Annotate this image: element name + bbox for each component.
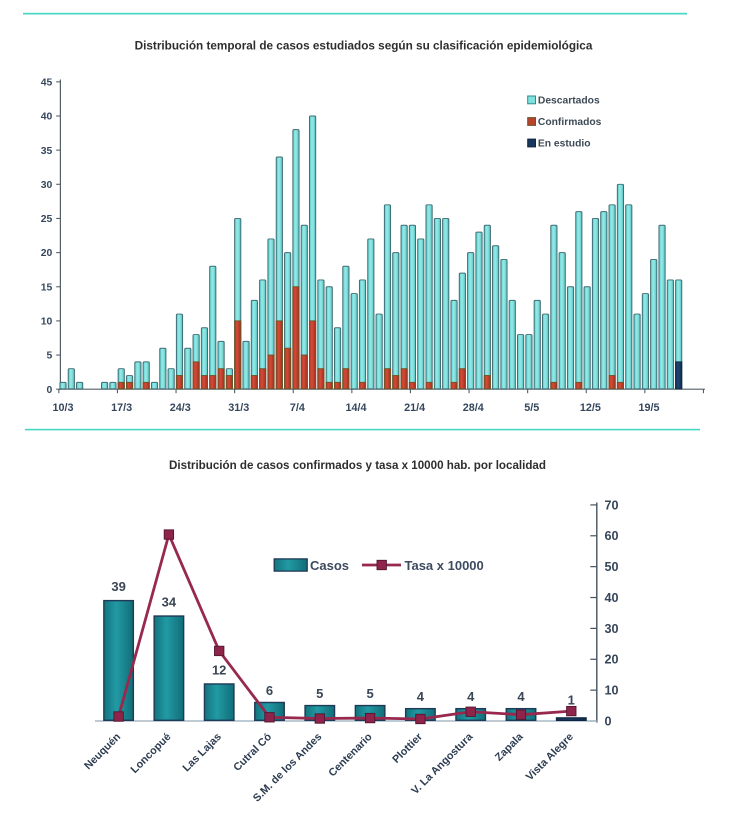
svg-text:15: 15: [41, 282, 53, 293]
svg-text:21/4: 21/4: [404, 402, 425, 414]
svg-text:6: 6: [266, 683, 273, 698]
svg-text:10/3: 10/3: [52, 402, 73, 414]
svg-text:30: 30: [41, 180, 53, 191]
svg-text:12/5: 12/5: [580, 402, 601, 414]
svg-text:34: 34: [162, 595, 177, 610]
svg-text:14/4: 14/4: [345, 402, 366, 414]
svg-text:Distribución temporal de casos: Distribución temporal de casos estudiado…: [135, 40, 593, 53]
svg-text:Casos: Casos: [310, 558, 349, 573]
svg-text:Confirmados: Confirmados: [538, 117, 602, 128]
svg-text:Descartados: Descartados: [538, 95, 600, 106]
svg-text:31/3: 31/3: [228, 402, 249, 414]
svg-text:45: 45: [41, 77, 53, 88]
svg-text:5: 5: [366, 686, 373, 701]
svg-text:1: 1: [568, 693, 575, 708]
svg-text:4: 4: [417, 689, 425, 704]
svg-text:4: 4: [517, 689, 525, 704]
svg-text:20: 20: [41, 248, 53, 259]
svg-text:28/4: 28/4: [463, 402, 484, 414]
svg-text:50: 50: [605, 560, 619, 574]
svg-text:0: 0: [47, 385, 53, 396]
svg-text:5/5: 5/5: [524, 402, 539, 414]
svg-text:7/4: 7/4: [290, 402, 305, 414]
svg-text:Tasa x 10000: Tasa x 10000: [405, 558, 484, 573]
svg-text:Distribución de casos confirma: Distribución de casos confirmados y tasa…: [169, 459, 546, 472]
svg-text:24/3: 24/3: [170, 402, 191, 414]
svg-text:19/5: 19/5: [638, 402, 659, 414]
svg-text:4: 4: [467, 689, 475, 704]
svg-text:60: 60: [605, 529, 619, 543]
svg-text:39: 39: [111, 579, 125, 594]
svg-text:30: 30: [605, 622, 619, 636]
svg-text:20: 20: [605, 653, 619, 667]
svg-text:17/3: 17/3: [111, 402, 132, 414]
svg-text:70: 70: [605, 498, 619, 512]
svg-text:10: 10: [41, 317, 53, 328]
svg-text:10: 10: [605, 684, 619, 698]
svg-text:40: 40: [41, 112, 53, 123]
svg-text:5: 5: [316, 686, 323, 701]
svg-text:12: 12: [212, 663, 226, 678]
svg-text:35: 35: [41, 146, 53, 157]
svg-text:40: 40: [605, 591, 619, 605]
svg-text:En estudio: En estudio: [538, 139, 591, 150]
svg-text:5: 5: [47, 351, 53, 362]
svg-text:25: 25: [41, 214, 53, 225]
svg-text:0: 0: [605, 714, 612, 728]
